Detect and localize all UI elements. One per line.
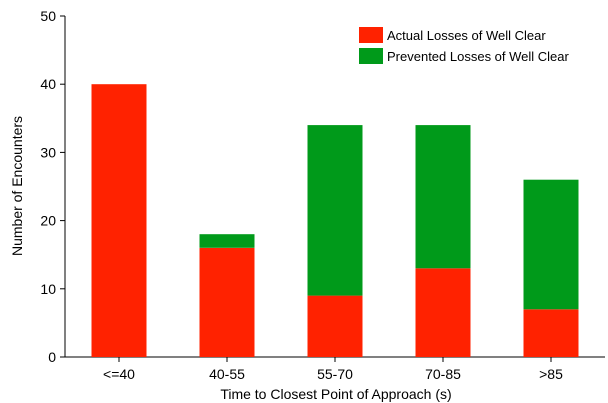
x-tick-label: <=40 (103, 366, 135, 382)
x-tick-label: >85 (539, 366, 563, 382)
bar-prevented-4 (523, 179, 579, 310)
legend-swatch-prevented (359, 48, 383, 64)
legend-swatch-actual (359, 27, 383, 43)
x-tick-label: 40-55 (209, 366, 245, 382)
x-tick-label: 70-85 (425, 366, 461, 382)
bar-prevented-3 (415, 125, 471, 269)
legend-label-actual: Actual Losses of Well Clear (387, 28, 546, 43)
bar-actual-3 (415, 268, 471, 357)
y-tick-label: 10 (40, 281, 56, 297)
y-axis: 0 10 20 30 40 50 (40, 8, 65, 365)
x-axis-label: Time to Closest Point of Approach (s) (220, 386, 451, 402)
bar-actual-4 (523, 309, 579, 357)
bar-prevented-2 (307, 125, 363, 296)
bars (91, 84, 579, 357)
legend-label-prevented: Prevented Losses of Well Clear (387, 49, 570, 64)
y-tick-label: 30 (40, 144, 56, 160)
legend: Actual Losses of Well Clear Prevented Lo… (359, 27, 570, 64)
bar-actual-1 (199, 247, 255, 357)
y-axis-label: Number of Encounters (9, 116, 25, 256)
y-tick-label: 0 (48, 349, 56, 365)
y-tick-label: 20 (40, 213, 56, 229)
x-tick-label: 55-70 (317, 366, 353, 382)
x-axis: <=40 40-55 55-70 70-85 >85 (103, 357, 563, 382)
y-tick-label: 40 (40, 76, 56, 92)
y-tick-label: 50 (40, 8, 56, 24)
bar-actual-2 (307, 295, 363, 357)
bar-actual-0 (91, 84, 147, 357)
bar-prevented-1 (199, 234, 255, 248)
